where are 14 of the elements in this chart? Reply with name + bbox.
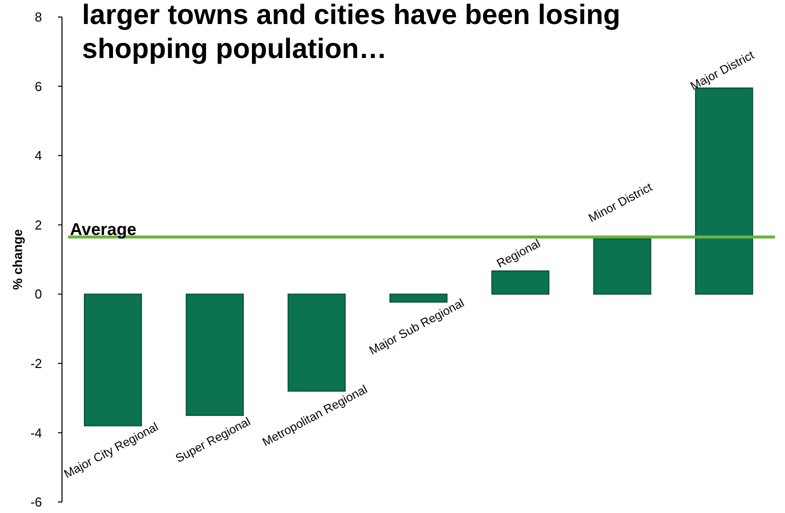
bar	[491, 270, 550, 295]
bar	[593, 238, 652, 295]
y-tick-label: 0	[34, 286, 42, 302]
y-tick-label: 4	[34, 148, 42, 164]
ref-line-label: Average	[70, 220, 136, 239]
y-tick-label: -4	[30, 425, 42, 440]
y-tick-label: -6	[30, 494, 42, 510]
bar	[186, 294, 244, 416]
y-tick-label: -2	[30, 356, 42, 371]
y-tick-label: 6	[34, 78, 42, 94]
y-tick-label: 8	[34, 10, 42, 25]
y-tick-label: 2	[34, 217, 42, 232]
y-axis-title: % change	[10, 229, 25, 290]
chart-title: larger towns and cities have been losing shopping population…	[82, 0, 620, 64]
